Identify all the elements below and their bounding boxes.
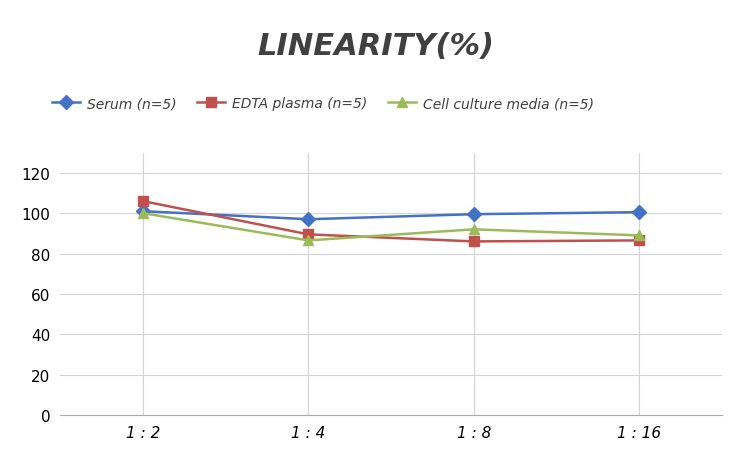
Cell culture media (n=5) (469, 227, 478, 233)
Line: Serum (n=5): Serum (n=5) (138, 207, 644, 225)
Serum (n=5) (469, 212, 478, 217)
EDTA plasma (n=5) (469, 239, 478, 244)
Cell culture media (n=5) (304, 238, 313, 244)
Serum (n=5) (304, 217, 313, 222)
Serum (n=5) (138, 209, 147, 214)
Serum (n=5) (635, 210, 644, 216)
Legend: Serum (n=5), EDTA plasma (n=5), Cell culture media (n=5): Serum (n=5), EDTA plasma (n=5), Cell cul… (52, 97, 594, 111)
Line: EDTA plasma (n=5): EDTA plasma (n=5) (138, 197, 644, 247)
EDTA plasma (n=5) (304, 232, 313, 238)
Line: Cell culture media (n=5): Cell culture media (n=5) (138, 209, 644, 246)
Cell culture media (n=5) (635, 233, 644, 239)
Text: LINEARITY(%): LINEARITY(%) (257, 32, 495, 60)
EDTA plasma (n=5) (635, 238, 644, 244)
EDTA plasma (n=5) (138, 199, 147, 204)
Cell culture media (n=5) (138, 211, 147, 216)
